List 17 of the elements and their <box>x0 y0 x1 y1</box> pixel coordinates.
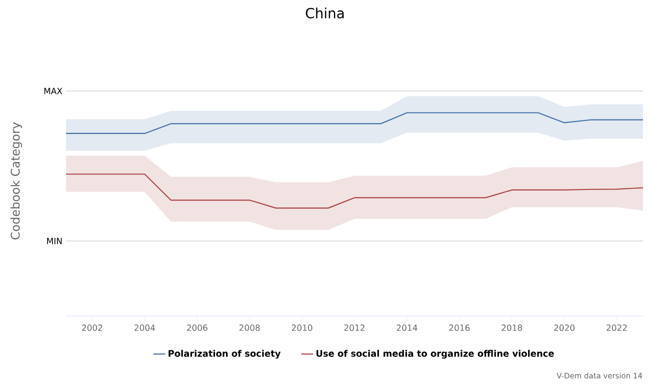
ref-line-label: MAX <box>44 88 62 94</box>
x-tick-label: 2006 <box>186 324 208 331</box>
x-tick-label: 2022 <box>606 324 627 331</box>
x-tick-label: 2018 <box>502 324 522 331</box>
legend-label: Polarization of society <box>168 350 281 359</box>
y-axis-title: Codebook Category <box>10 122 22 240</box>
x-tick-label: 2004 <box>134 324 155 331</box>
ref-line-label: MIN <box>47 238 62 244</box>
chart-title: China <box>306 8 344 18</box>
x-tick-label: 2002 <box>82 324 102 331</box>
x-tick-label: 2016 <box>449 324 470 331</box>
legend-label: Use of social media to organize offline violence <box>316 350 554 359</box>
x-tick-label: 2012 <box>344 324 364 331</box>
x-tick-label: 2008 <box>239 324 260 331</box>
x-tick-label: 2014 <box>396 324 418 331</box>
x-tick-label: 2010 <box>292 324 312 331</box>
x-tick-label: 2020 <box>554 324 575 331</box>
